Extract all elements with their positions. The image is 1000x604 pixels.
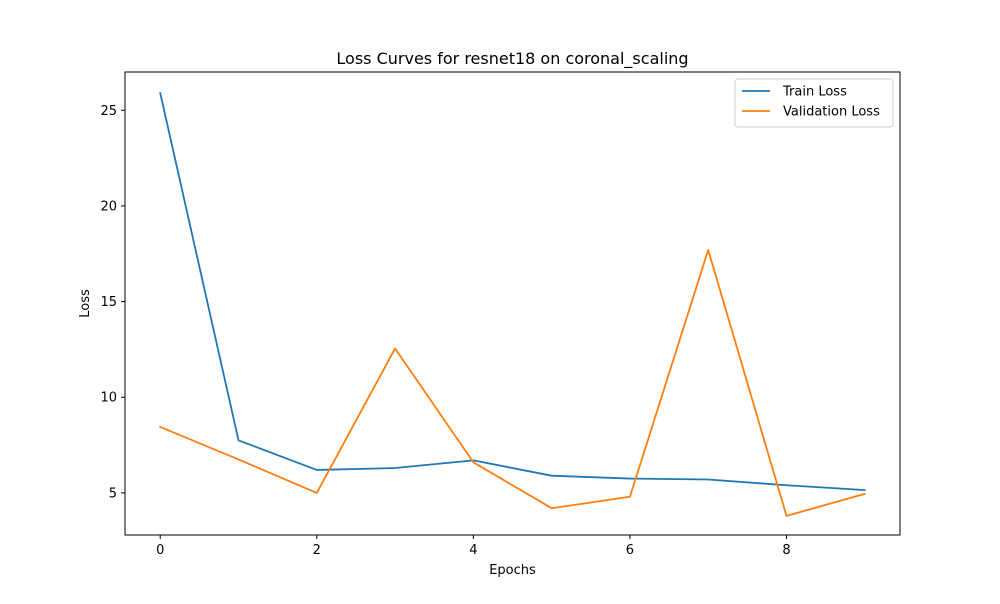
plot-frame	[124, 71, 901, 536]
y-tick-label: 20	[100, 199, 117, 214]
legend-box	[734, 78, 894, 128]
x-tick-label: 4	[469, 543, 477, 558]
legend: Train Loss Validation Loss	[734, 78, 894, 128]
x-tick-label: 6	[626, 543, 634, 558]
x-axis: 0 2 4 6 8	[156, 535, 791, 558]
series-line-train-loss	[159, 91, 866, 491]
y-axis: 5 10 15 20 25	[100, 104, 125, 501]
y-tick-label: 5	[109, 486, 117, 501]
series-line-validation-loss	[159, 249, 866, 517]
x-tick-label: 8	[782, 543, 790, 558]
y-axis-label: Loss	[78, 289, 93, 318]
chart-title: Loss Curves for resnet18 on coronal_scal…	[336, 49, 688, 69]
x-axis-label: Epochs	[489, 563, 536, 578]
y-tick-label: 25	[100, 104, 117, 119]
y-tick-label: 15	[100, 295, 117, 310]
y-tick-label: 10	[100, 391, 117, 406]
plot-area	[159, 91, 866, 517]
x-tick-label: 0	[156, 543, 164, 558]
x-tick-label: 2	[313, 543, 321, 558]
legend-label: Validation Loss	[783, 105, 880, 120]
legend-label: Train Loss	[782, 85, 847, 100]
